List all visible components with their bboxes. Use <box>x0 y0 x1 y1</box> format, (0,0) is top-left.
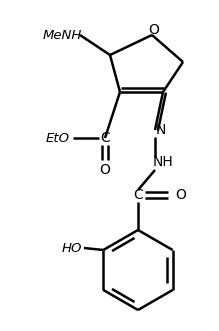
Text: C: C <box>100 131 110 145</box>
Text: O: O <box>176 188 186 202</box>
Text: O: O <box>148 23 159 37</box>
Text: EtO: EtO <box>46 131 70 145</box>
Text: O: O <box>100 163 110 177</box>
Text: NH: NH <box>153 155 173 169</box>
Text: N: N <box>156 123 166 137</box>
Text: MeNH: MeNH <box>42 28 82 41</box>
Text: C: C <box>133 188 143 202</box>
Text: HO: HO <box>62 242 82 255</box>
